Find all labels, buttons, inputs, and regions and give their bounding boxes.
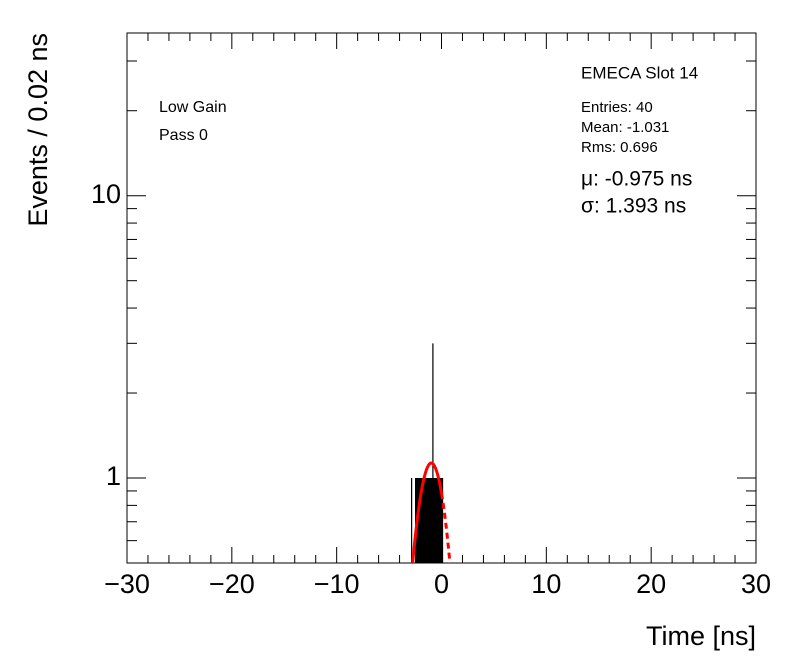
y-tick-label: 1 — [106, 461, 121, 491]
x-tick-label: −20 — [209, 569, 255, 599]
x-tick-label: 30 — [741, 569, 771, 599]
stat: Entries: 40 — [581, 99, 653, 116]
x-axis-label: Time [ns] — [646, 621, 756, 651]
x-tick-label: −30 — [104, 569, 150, 599]
x-tick-label: 10 — [531, 569, 561, 599]
fit-curve — [440, 492, 452, 563]
annotation: Pass 0 — [159, 127, 208, 144]
fit-label: μ: -0.975 ns — [581, 168, 692, 191]
x-tick-label: 0 — [434, 569, 449, 599]
x-tick-label: −10 — [314, 569, 360, 599]
y-axis-label: Events / 0.02 ns — [23, 33, 53, 227]
fit-curve — [411, 461, 443, 564]
y-tick-label: 10 — [91, 179, 121, 209]
annotation: Low Gain — [159, 99, 227, 116]
stat: Mean: -1.031 — [581, 119, 669, 136]
x-tick-label: 20 — [636, 569, 666, 599]
stat: Rms: 0.696 — [581, 139, 658, 156]
chart-title: EMECA Slot 14 — [581, 63, 698, 82]
fit-label: σ: 1.393 ns — [581, 195, 686, 218]
